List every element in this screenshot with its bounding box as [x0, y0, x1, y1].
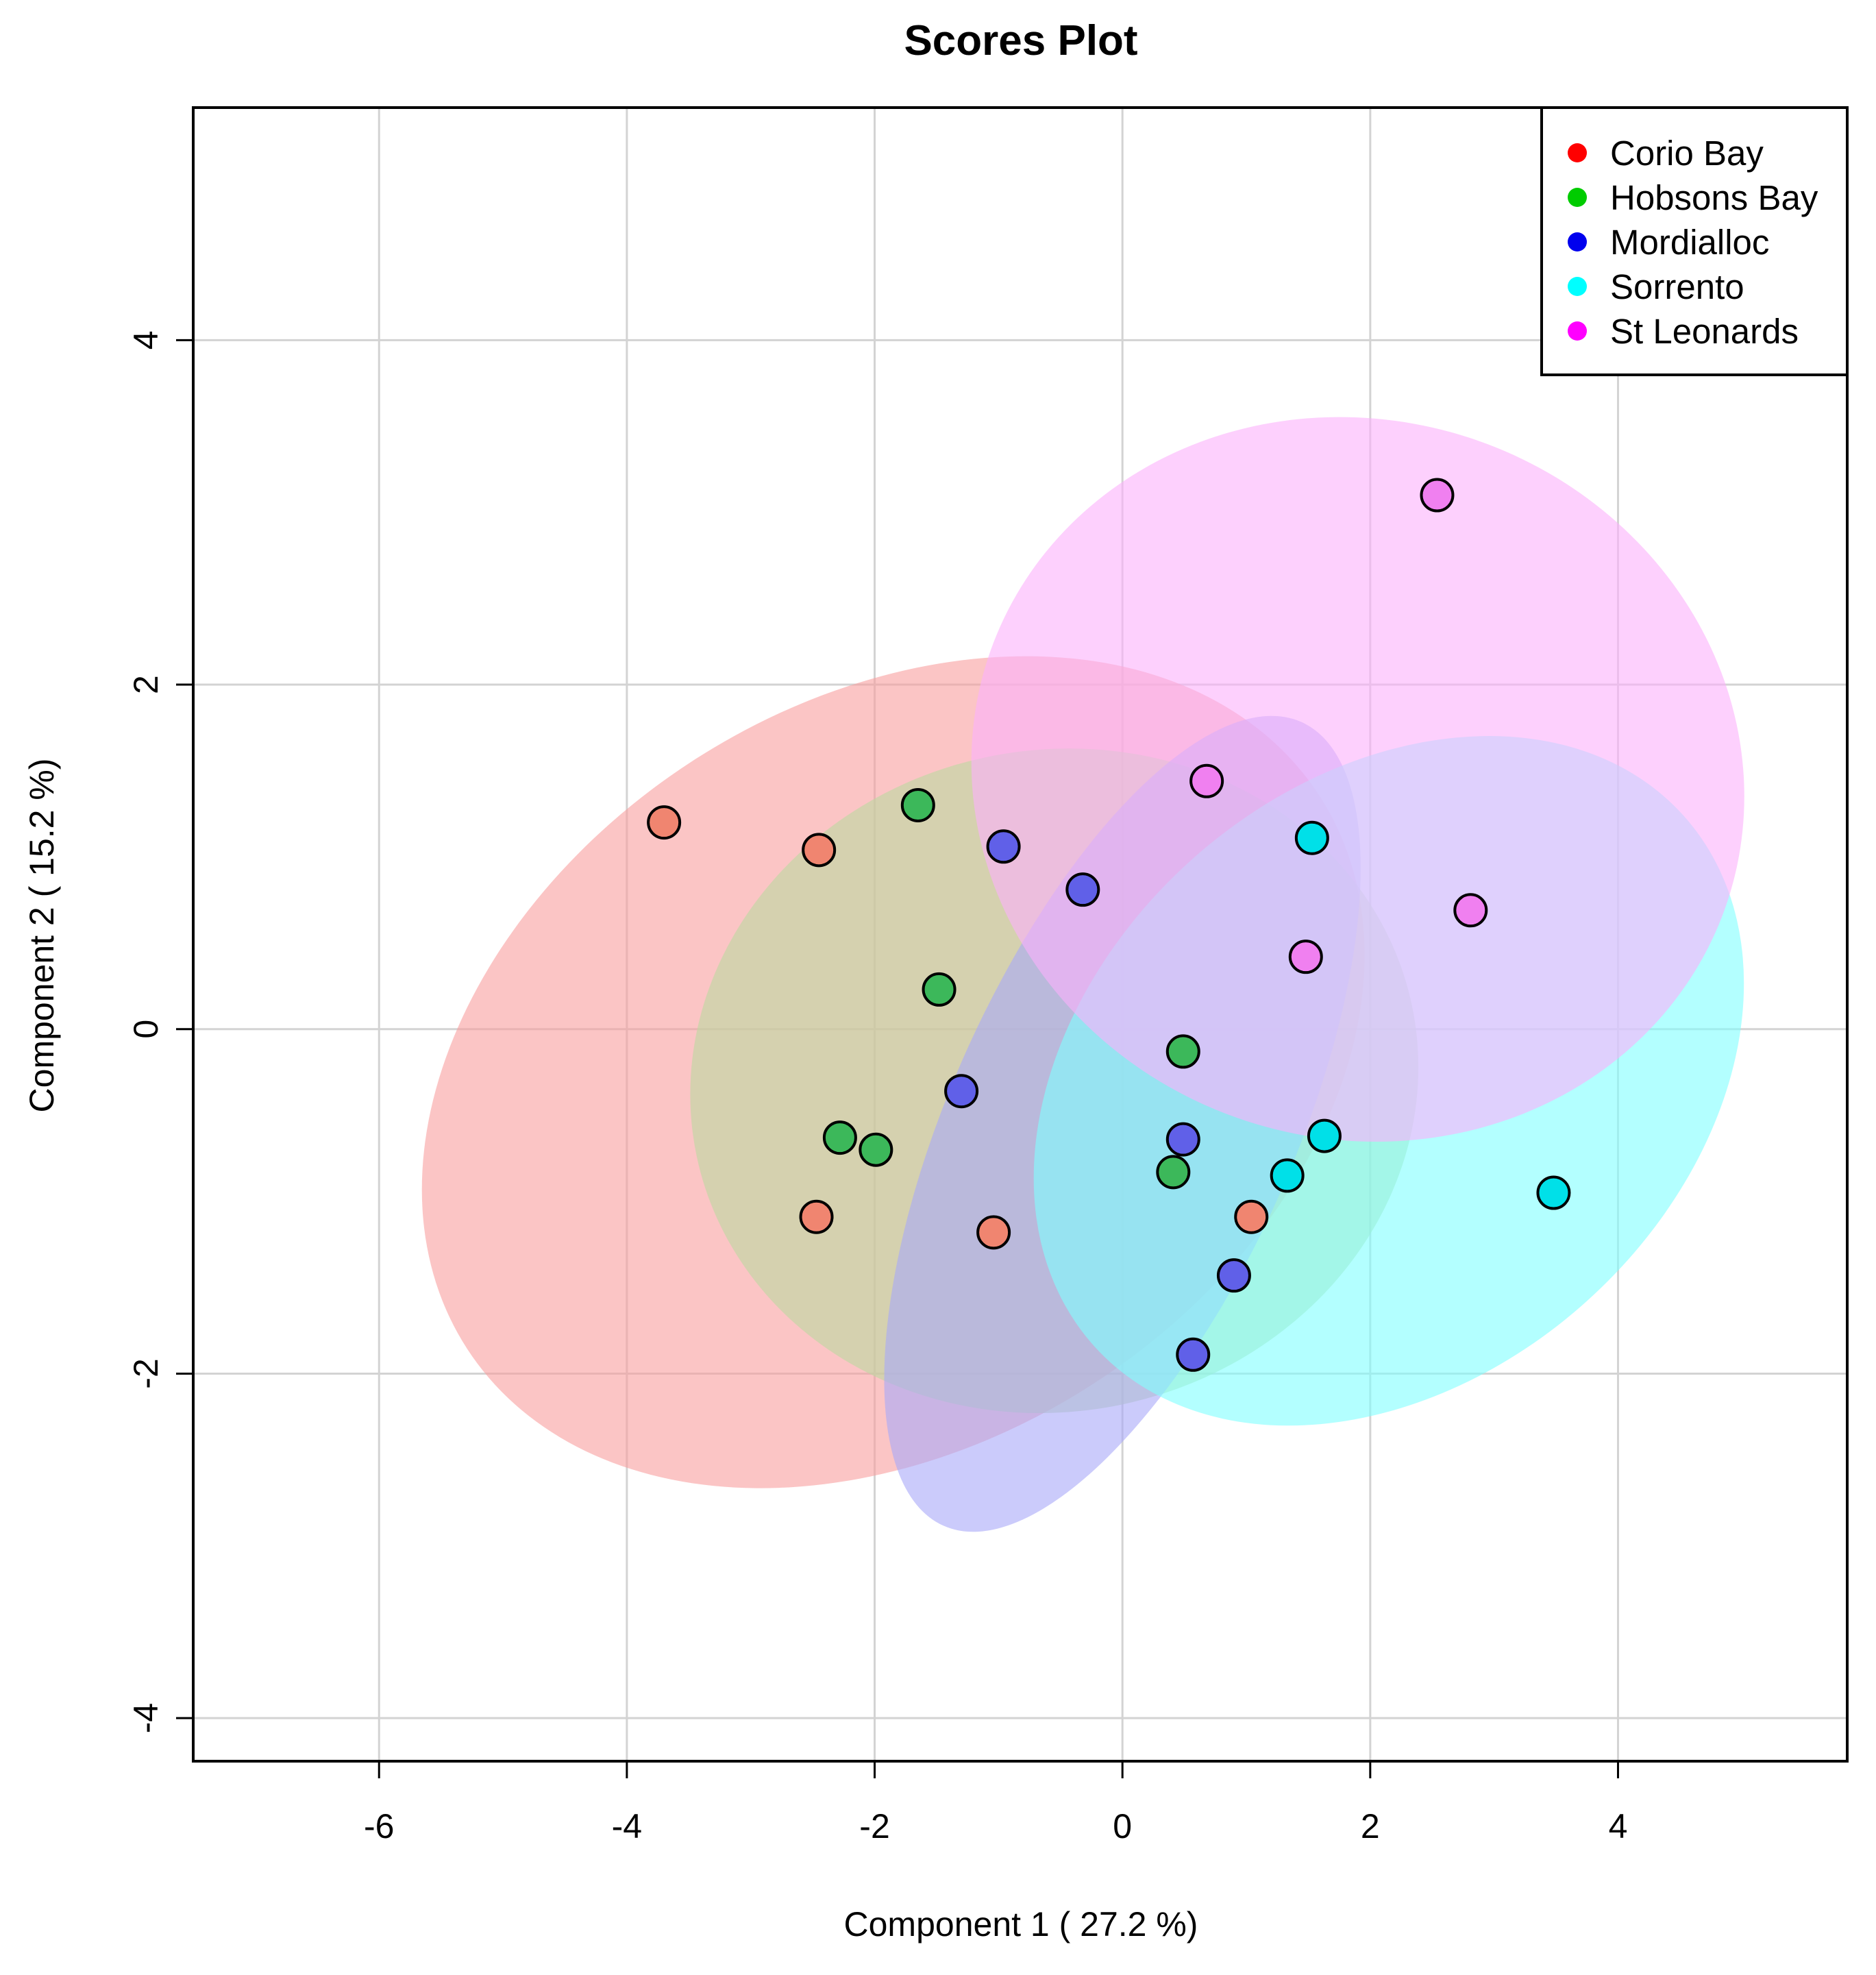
- point-mordialloc: [1065, 872, 1100, 907]
- point-st-leonards: [1189, 763, 1224, 798]
- legend-marker: [1568, 232, 1587, 252]
- legend-marker: [1568, 277, 1587, 296]
- x-tick-label: 4: [1609, 1807, 1628, 1845]
- confidence-ellipses: [421, 417, 1744, 1532]
- point-hobsons-bay: [922, 972, 956, 1007]
- point-corio-bay: [1234, 1199, 1269, 1234]
- legend-marker: [1568, 143, 1587, 162]
- point-sorrento: [1307, 1118, 1342, 1153]
- legend-label: Mordialloc: [1610, 223, 1769, 262]
- legend-label: St Leonards: [1610, 312, 1799, 351]
- y-tick-label: -2: [127, 1358, 165, 1388]
- ellipse-st-leonards: [971, 417, 1744, 1142]
- point-corio-bay: [976, 1215, 1011, 1250]
- x-tick-label: 0: [1113, 1807, 1132, 1845]
- point-mordialloc: [1165, 1122, 1200, 1157]
- y-tick-label: 2: [127, 675, 165, 694]
- point-st-leonards: [1288, 940, 1323, 974]
- point-sorrento: [1536, 1175, 1571, 1210]
- y-tick-label: -4: [127, 1703, 165, 1733]
- x-axis-label: Component 1 ( 27.2 %): [844, 1905, 1198, 1943]
- point-mordialloc: [986, 829, 1021, 864]
- legend: Corio Bay Hobsons Bay Mordialloc Sorrento St…: [1540, 106, 1849, 376]
- y-axis-label: Component 2 ( 15.2 %): [23, 759, 61, 1113]
- point-mordialloc: [1176, 1337, 1211, 1372]
- data-points: [647, 478, 1571, 1372]
- point-st-leonards: [1453, 893, 1488, 928]
- point-corio-bay: [799, 1199, 834, 1234]
- point-hobsons-bay: [900, 787, 935, 822]
- point-hobsons-bay: [859, 1132, 893, 1167]
- point-sorrento: [1294, 820, 1329, 855]
- chart-title: Scores Plot: [904, 17, 1137, 64]
- legend-marker: [1568, 321, 1587, 341]
- legend-label: Corio Bay: [1610, 134, 1764, 173]
- x-tick-label: -4: [612, 1807, 642, 1845]
- y-tick-label: 4: [127, 330, 165, 349]
- point-hobsons-bay: [1165, 1034, 1200, 1069]
- x-tick-label: 2: [1361, 1807, 1380, 1845]
- x-tick-label: -6: [364, 1807, 394, 1845]
- x-tick-label: -2: [859, 1807, 889, 1845]
- legend-marker: [1568, 188, 1587, 207]
- legend-box: [1540, 106, 1849, 376]
- point-st-leonards: [1420, 478, 1455, 513]
- point-hobsons-bay: [1156, 1155, 1191, 1190]
- y-tick-label: 0: [127, 1020, 165, 1039]
- legend-label: Sorrento: [1610, 267, 1744, 306]
- point-corio-bay: [647, 805, 682, 840]
- point-mordialloc: [1216, 1258, 1251, 1293]
- legend-label: Hobsons Bay: [1610, 178, 1818, 217]
- plot-frame: [192, 106, 1849, 1763]
- point-hobsons-bay: [822, 1120, 857, 1155]
- point-mordialloc: [944, 1074, 979, 1109]
- point-corio-bay: [802, 833, 837, 868]
- point-sorrento: [1270, 1158, 1305, 1193]
